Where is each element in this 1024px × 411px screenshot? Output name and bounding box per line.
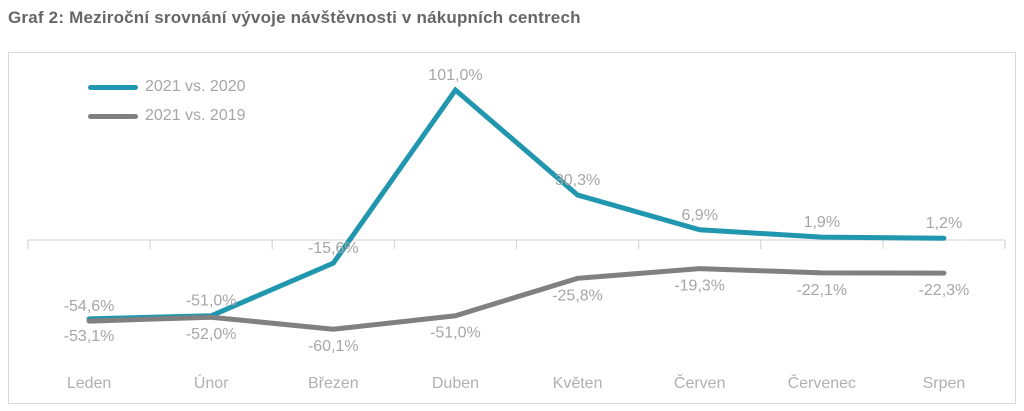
x-axis-label: Srpen xyxy=(923,375,966,392)
data-label: 30,3% xyxy=(555,172,600,189)
chart-title: Graf 2: Meziroční srovnání vývoje návště… xyxy=(8,8,581,27)
data-label: -60,1% xyxy=(308,338,359,355)
x-axis-label: Březen xyxy=(308,375,359,392)
data-label: 1,9% xyxy=(804,214,840,231)
data-label: -22,3% xyxy=(919,282,970,299)
data-label: -54,6% xyxy=(64,298,115,315)
x-axis-label: Leden xyxy=(67,375,112,392)
data-label: -51,0% xyxy=(430,325,481,342)
x-axis-label: Duben xyxy=(432,375,479,392)
legend-swatch-2021-vs-2020 xyxy=(88,84,138,90)
data-label: 101,0% xyxy=(428,67,482,84)
chart-plot-area: -53,1% -51,0% -15,6% 101,0% 30,3% 6,9% 1,9% 1,2… xyxy=(8,52,1016,404)
data-label: -52,0% xyxy=(186,326,237,343)
legend-label-2021-vs-2019: 2021 vs. 2019 xyxy=(145,107,246,124)
legend-swatch-2021-vs-2019 xyxy=(88,113,138,119)
data-label: -53,1% xyxy=(64,328,115,345)
data-label: -51,0% xyxy=(186,293,237,310)
data-label: -15,6% xyxy=(308,240,359,257)
x-axis-label: Květen xyxy=(553,375,603,392)
data-label: -25,8% xyxy=(552,287,603,304)
data-label: -19,3% xyxy=(674,278,725,295)
series-line-2021-vs-2020 xyxy=(86,86,947,322)
legend-item-2021-vs-2020: 2021 vs. 2020 xyxy=(88,77,246,97)
x-axis-label: Červen xyxy=(674,373,726,392)
legend-item-2021-vs-2019: 2021 vs. 2019 xyxy=(88,106,246,126)
data-label: -22,1% xyxy=(796,282,847,299)
data-label: 1,2% xyxy=(926,215,962,232)
data-label: 6,9% xyxy=(681,207,717,224)
x-axis-label: Únor xyxy=(194,373,229,392)
series-line-2021-vs-2019 xyxy=(86,266,947,332)
line-chart: -53,1% -51,0% -15,6% 101,0% 30,3% 6,9% 1,9% 1,2… xyxy=(27,67,1006,392)
legend: 2021 vs. 2020 2021 vs. 2019 xyxy=(88,77,246,126)
legend-label-2021-vs-2020: 2021 vs. 2020 xyxy=(145,78,246,95)
x-axis-label: Červenec xyxy=(788,373,856,392)
